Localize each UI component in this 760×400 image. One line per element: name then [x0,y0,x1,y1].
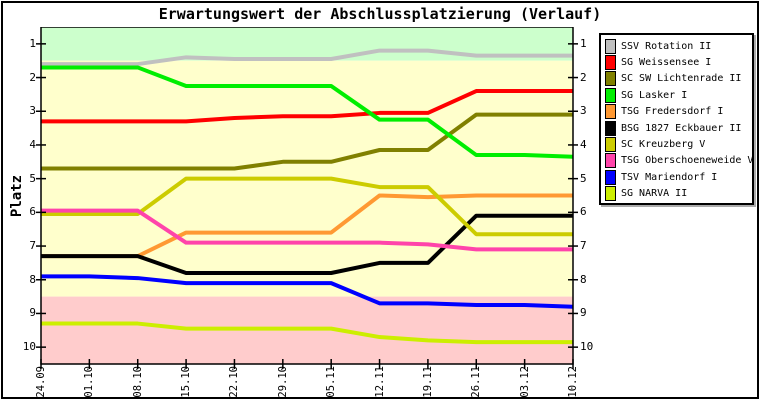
series-line-tsv-mariendorf-i [41,274,574,309]
legend-item: SG Weissensee I [605,54,752,71]
legend-label: SC SW Lichtenrade II [621,73,742,85]
y-tick-label-left: 10 [22,340,36,354]
legend-item: SG Lasker I [605,87,752,103]
y-tick-label-right: 5 [580,171,587,185]
series-line-sg-narva-ii [41,321,573,345]
plot-area [36,27,578,369]
series-line-sc-kreuzberg-v [41,176,573,237]
x-tick-label: 15.10 [180,366,193,398]
x-tick-label: 10.12 [567,366,579,398]
x-tick-label: 19.11 [421,366,434,398]
y-tick-label-right: 1 [580,36,587,50]
series-line-ssv-rotation-ii [41,48,573,67]
legend-swatch [605,71,616,87]
legend-item: TSG Oberschoeneweide V [605,153,754,169]
legend-item: SSV Rotation II [605,38,752,54]
legend-item: SG NARVA II [605,186,752,202]
y-tick-label-left: 3 [29,104,36,118]
legend: SSV Rotation II SG Weissensee I SC SW Lich… [599,33,754,205]
series-line-tsg-oberschoeneweide-v [41,208,573,252]
y-tick-label-left: 4 [29,137,36,151]
legend-swatch [605,120,616,136]
legend-item: SC SW Lichtenrade II [605,71,752,87]
legend-swatch [605,87,616,103]
y-tick-label-right: 8 [580,272,587,286]
legend-label: TSV Mariendorf I [621,171,718,183]
y-tick-label-left: 8 [29,272,36,286]
y-tick-label-right: 4 [580,137,587,151]
x-tick-label: 05.11 [325,366,338,398]
plot-border [40,27,574,365]
legend-swatch [605,169,616,185]
y-tick-label-left: 7 [29,239,36,253]
x-tick-label: 29.10 [276,366,289,398]
y-tick-label-right: 3 [580,104,587,118]
series-line-sg-lasker-i [41,65,574,159]
y-tick-label-right: 7 [580,239,587,253]
legend-label: BSG 1827 Eckbauer II [621,122,742,134]
legend-label: TSG Oberschoeneweide V [621,155,754,167]
x-tick-label: 12.11 [373,366,386,398]
chart-title: Erwartungswert der Abschlussplatzierung … [158,5,602,23]
y-tick-label-left: 5 [29,171,36,185]
y-tick-label-left: 1 [29,36,36,50]
legend-swatch [605,38,616,54]
y-tick-label-right: 9 [580,306,587,320]
x-tick-label: 22.10 [228,366,241,398]
y-tick-label-left: 6 [29,205,36,219]
x-tick-label: 01.10 [83,366,96,398]
legend-swatch [605,55,616,71]
series-line-bsg-1827-eckbauer-ii [41,213,573,276]
legend-label: SG NARVA II [621,188,688,200]
y-tick-label-left: 9 [29,306,36,320]
x-tick-label: 26.11 [470,366,483,398]
series-line-sg-weissensee-i [41,89,573,124]
legend-label: TSG Fredersdorf I [621,106,724,118]
y-tick-label-right: 2 [580,70,587,84]
legend-item: SC Kreuzberg V [605,136,752,153]
y-tick-label-right: 10 [580,340,594,354]
x-tick-label: 08.10 [131,366,144,398]
legend-swatch [605,104,616,120]
y-tick-label-right: 6 [580,205,587,219]
legend-label: SG Weissensee I [621,57,712,69]
y-tick-label-left: 2 [29,70,36,84]
legend-item: TSV Mariendorf I [605,169,752,185]
x-tick-label: 24.09 [35,366,47,398]
legend-item: TSG Fredersdorf I [605,104,752,120]
series-line-sc-sw-lichtenrade-ii [41,112,573,171]
legend-label: SG Lasker I [621,89,688,101]
legend-label: SC Kreuzberg V [621,139,706,151]
x-tick-label: 03.12 [518,366,531,398]
legend-label: SSV Rotation II [621,40,712,52]
legend-swatch [605,186,616,202]
legend-swatch [605,137,616,153]
legend-item: BSG 1827 Eckbauer II [605,120,752,136]
legend-swatch [605,153,616,169]
